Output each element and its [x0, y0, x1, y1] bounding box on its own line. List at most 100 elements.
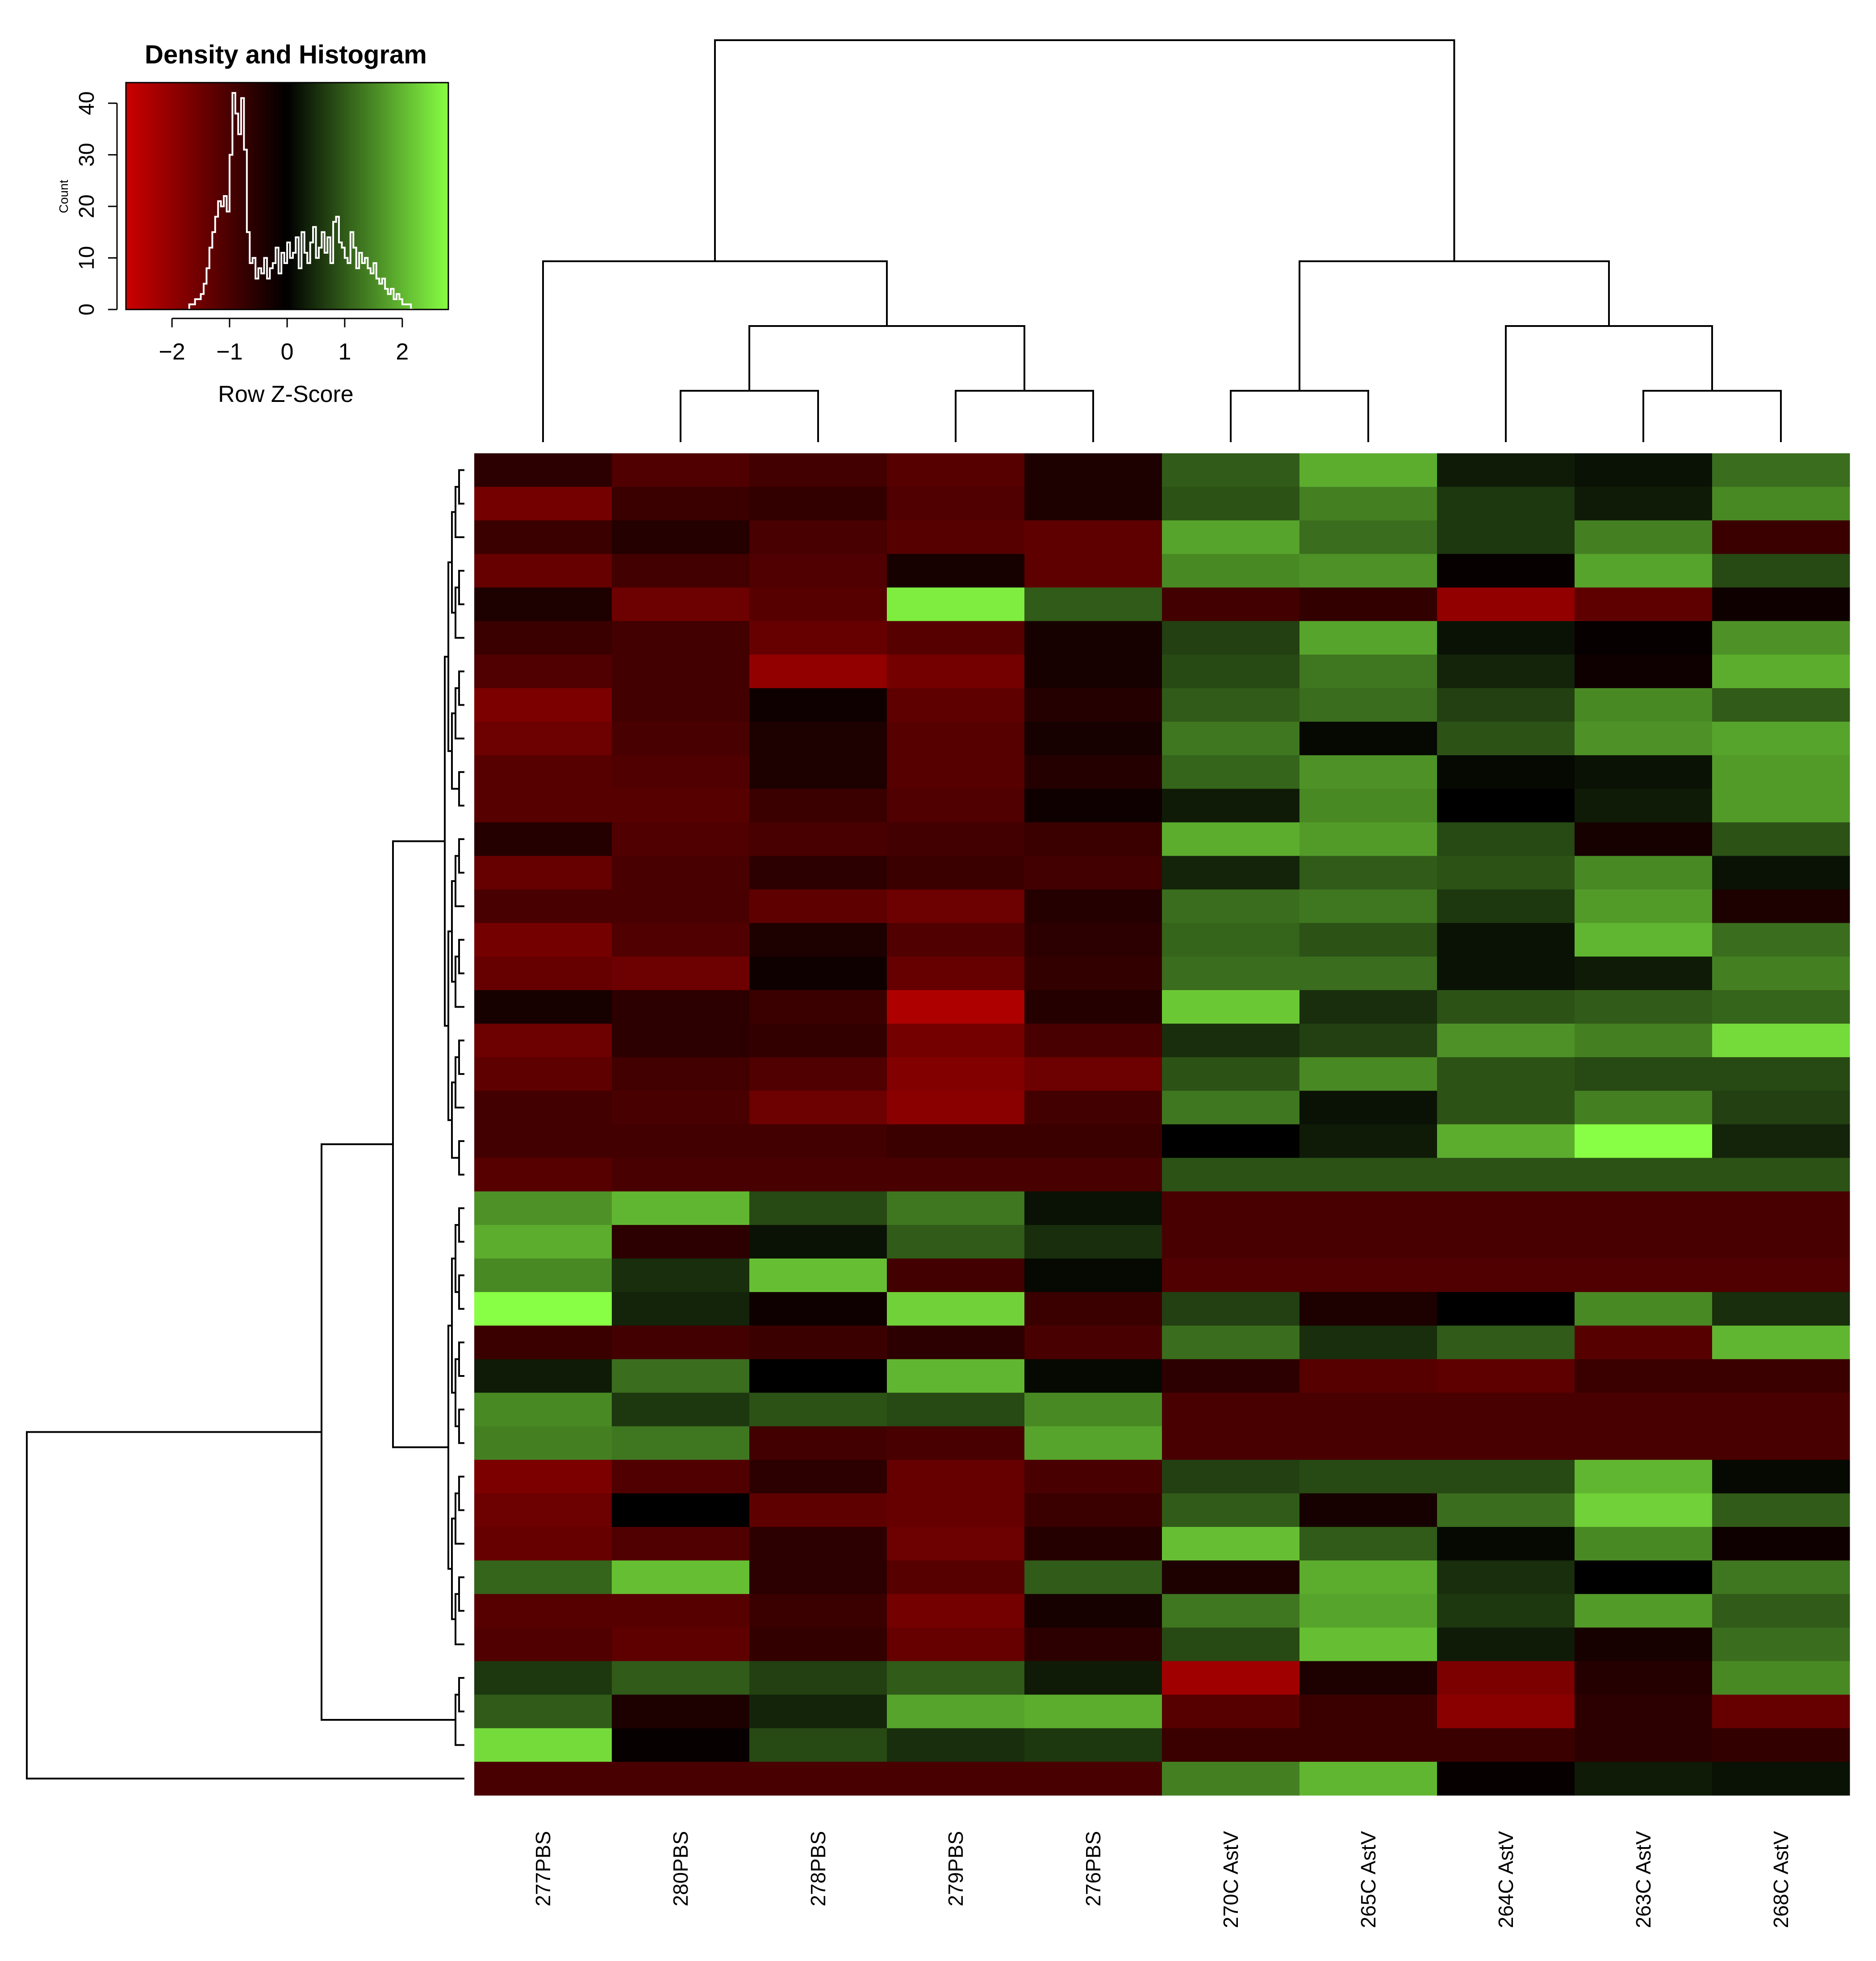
- heatmap-cell: [1024, 1694, 1162, 1729]
- heatmap-cell: [1712, 487, 1850, 521]
- heatmap-cell: [1299, 1259, 1437, 1292]
- heatmap-cell: [749, 487, 887, 521]
- heatmap-cell: [474, 1694, 612, 1729]
- color-key-swatch: [142, 83, 145, 309]
- heatmap-cell: [612, 520, 750, 554]
- color-key-swatch: [180, 83, 183, 309]
- heatmap-cell: [1712, 722, 1850, 756]
- heatmap-cell: [612, 1459, 750, 1494]
- color-key-swatch: [166, 83, 170, 309]
- heatmap-cell: [1437, 1493, 1575, 1527]
- heatmap-cell: [887, 487, 1025, 521]
- heatmap-cell: [1299, 1661, 1437, 1695]
- color-key-swatch: [177, 83, 180, 309]
- color-key-swatch: [185, 83, 188, 309]
- heatmap-cell: [1162, 1292, 1300, 1326]
- heatmap-cell: [612, 621, 750, 655]
- heatmap-cell: [1024, 1124, 1162, 1158]
- heatmap-cell: [474, 755, 612, 789]
- heatmap-cell: [1162, 789, 1300, 823]
- heatmap-cell: [1299, 1191, 1437, 1225]
- heatmap-cell: [749, 889, 887, 924]
- heatmap-cell: [887, 1627, 1025, 1662]
- heatmap-cell: [1299, 1459, 1437, 1494]
- heatmap-cell: [612, 1694, 750, 1729]
- heatmap-cell: [1712, 1259, 1850, 1292]
- heatmap-cell: [1437, 688, 1575, 722]
- heatmap-cell: [749, 1527, 887, 1561]
- color-key-swatch: [190, 83, 194, 309]
- heatmap-cell: [1575, 1225, 1713, 1259]
- heatmap-cell: [612, 889, 750, 924]
- heatmap-cell: [1575, 1761, 1713, 1796]
- heatmap-cell: [474, 1426, 612, 1460]
- heatmap-cell: [1162, 1191, 1300, 1225]
- color-key-swatch: [405, 83, 409, 309]
- heatmap-cell: [612, 1191, 750, 1225]
- color-key-swatch: [238, 83, 242, 309]
- heatmap-cell: [1575, 789, 1713, 823]
- color-key-swatch: [341, 83, 344, 309]
- heatmap-cell: [1575, 1158, 1713, 1192]
- heatmap-cell: [1575, 654, 1713, 689]
- heatmap-cell: [1024, 755, 1162, 789]
- column-labels: 277PBS 280PBS 278PBS 279PBS 276PBS 270C AstV 2…: [531, 1831, 1792, 1928]
- heatmap-cell: [1299, 1426, 1437, 1460]
- heatmap-cell: [887, 1359, 1025, 1393]
- heatmap-cell: [1024, 856, 1162, 890]
- heatmap-cell: [1575, 1594, 1713, 1628]
- heatmap-cell: [1575, 487, 1713, 521]
- heatmap-cell: [1575, 1325, 1713, 1359]
- heatmap-cell: [1437, 1392, 1575, 1427]
- color-key-swatch: [257, 83, 261, 309]
- heatmap-cell: [1712, 923, 1850, 957]
- heatmap-cell: [1712, 1359, 1850, 1393]
- color-key-swatch: [147, 83, 150, 309]
- heatmap-cell: [1162, 654, 1300, 689]
- color-key-swatch: [134, 83, 137, 309]
- heatmap-cell: [887, 889, 1025, 924]
- heatmap-cell: [1437, 1225, 1575, 1259]
- heatmap-cell: [1712, 688, 1850, 722]
- color-key-swatch: [206, 83, 210, 309]
- heatmap-cell: [887, 1259, 1025, 1292]
- color-key-swatch: [131, 83, 134, 309]
- heatmap-cell: [1437, 889, 1575, 924]
- heatmap-cell: [1437, 654, 1575, 689]
- heatmap-cell: [887, 1594, 1025, 1628]
- heatmap-cell: [887, 1493, 1025, 1527]
- heatmap-cell: [1024, 1259, 1162, 1292]
- heatmap-cell: [749, 1392, 887, 1427]
- heatmap-cell: [474, 554, 612, 588]
- heatmap-cell: [887, 587, 1025, 622]
- color-key-swatch: [426, 83, 430, 309]
- heatmap-cell: [1712, 1024, 1850, 1058]
- row-dendrogram: [26, 469, 464, 1780]
- heatmap-cell: [1575, 1392, 1713, 1427]
- heatmap-cell: [1024, 1057, 1162, 1091]
- heatmap-cell: [1575, 856, 1713, 890]
- color-key-swatch: [209, 83, 213, 309]
- heatmap-cell: [474, 1560, 612, 1594]
- heatmap-cell: [474, 1259, 612, 1292]
- color-key-swatch: [244, 83, 247, 309]
- heatmap-cell: [1024, 1158, 1162, 1192]
- heatmap-cell: [887, 1728, 1025, 1762]
- color-key-swatch: [378, 83, 382, 309]
- heatmap-cell: [1575, 554, 1713, 588]
- heatmap-cell: [1299, 1527, 1437, 1561]
- heatmap-cell: [474, 1392, 612, 1427]
- heatmap-cell: [1024, 520, 1162, 554]
- heatmap-cell: [612, 1426, 750, 1460]
- heatmap-cell: [474, 1728, 612, 1762]
- heatmap-cell: [612, 1527, 750, 1561]
- heatmap-cell: [1437, 1024, 1575, 1058]
- color-key-swatch: [432, 83, 435, 309]
- heatmap-cell: [1299, 688, 1437, 722]
- heatmap-cell: [1575, 1627, 1713, 1662]
- color-key-swatch: [220, 83, 223, 309]
- column-label: 279PBS: [944, 1831, 967, 1907]
- heatmap-cell: [1162, 1493, 1300, 1527]
- heatmap-cell: [1712, 1594, 1850, 1628]
- heatmap-cell: [1299, 520, 1437, 554]
